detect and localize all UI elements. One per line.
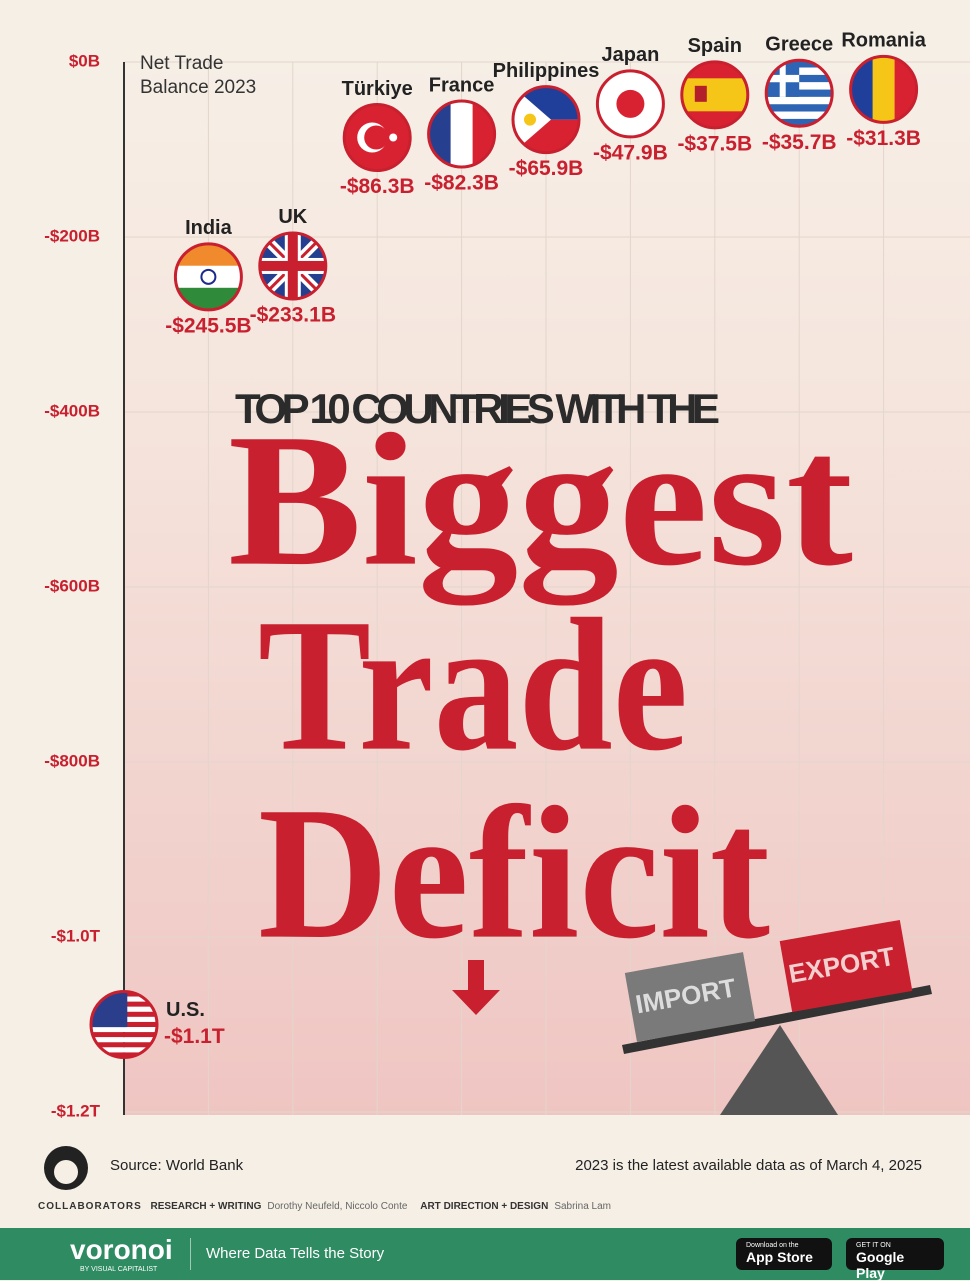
country-label: Romania (841, 30, 926, 52)
credit-label: COLLABORATORS (38, 1201, 142, 1212)
brand: voronoi (70, 1234, 173, 1265)
flag-part (200, 268, 217, 285)
source: Source: World Bank (110, 1157, 244, 1174)
flag-part (91, 1047, 157, 1053)
title: Deficit (258, 769, 770, 979)
dot (511, 85, 581, 155)
flag-part (91, 1042, 157, 1048)
value-label: -$245.5B (165, 314, 251, 337)
y-tick-label: -$400B (44, 401, 100, 420)
flag-part (175, 265, 242, 288)
flag-part (91, 1027, 157, 1033)
flag-part (616, 89, 645, 118)
credit: Dorothy Neufeld, Niccolo Conte (267, 1201, 408, 1212)
country-label: Japan (601, 44, 659, 66)
brand-sub: BY VISUAL CAPITALIST (80, 1266, 158, 1273)
value-label: -$82.3B (424, 172, 499, 195)
y-tick-label: -$600B (44, 576, 100, 595)
flag-part (364, 125, 389, 150)
flag (91, 991, 157, 1058)
dot (258, 231, 328, 301)
flag-part (766, 96, 833, 105)
dot (427, 99, 497, 169)
title: Biggest (228, 396, 853, 606)
flag-part (766, 118, 833, 127)
country-label: UK (278, 206, 307, 228)
y-tick-label: -$800B (44, 751, 100, 770)
title-small: TOP 10 COUNTRIES WITH THE (235, 385, 720, 432)
google-play-badge[interactable]: GET IT ON Google Play (846, 1238, 944, 1281)
y-tick-label: $0B (69, 51, 100, 70)
value-label: -$31.3B (846, 127, 921, 150)
flag-part (91, 1052, 157, 1058)
tagline: Where Data Tells the Story (206, 1245, 385, 1262)
footer-bar: voronoi BY VISUAL CAPITALIST Where Data … (0, 1228, 970, 1281)
value-label: -$233.1B (250, 304, 336, 327)
dot (849, 54, 919, 124)
note: 2023 is the latest available data as of … (575, 1157, 922, 1174)
badge-text: App Store (746, 1249, 813, 1265)
dot (342, 103, 412, 173)
value-label: -$65.9B (509, 157, 584, 180)
credit-label: RESEARCH + WRITING (150, 1201, 262, 1212)
flag-part (872, 56, 896, 123)
badge-text: Download on the (746, 1242, 799, 1249)
flag-part (524, 113, 536, 126)
app-store-badge[interactable]: Download on the App Store (736, 1238, 832, 1270)
chart: TOP 10 COUNTRIES WITH THE Biggest Trade … (44, 30, 970, 1120)
logo (44, 1146, 88, 1190)
flag-part (450, 101, 474, 168)
flag (681, 61, 748, 128)
flag-part (779, 60, 786, 97)
dot (764, 58, 834, 128)
flag-part (766, 111, 833, 119)
credit: Sabrina Lam (554, 1201, 612, 1212)
flag-part (681, 78, 748, 112)
badge-text: Google Play (856, 1249, 905, 1281)
credits: COLLABORATORS RESEARCH + WRITING Dorothy … (38, 1201, 621, 1212)
y-axis-label: Net Trade Balance 2023 (140, 53, 257, 98)
value-label: -$1.1T (164, 1025, 225, 1048)
country-label: Philippines (493, 60, 600, 82)
flag-part (91, 991, 128, 1028)
country-label: Greece (765, 34, 833, 56)
value-label: -$35.7B (762, 131, 837, 154)
flag-part (91, 1032, 157, 1038)
country-label: Spain (688, 35, 742, 57)
value-label: -$37.5B (677, 132, 752, 155)
flag-part (389, 133, 398, 142)
country-label: India (185, 217, 233, 239)
credit-label: ART DIRECTION + DESIGN (420, 1201, 549, 1212)
badge-text: GET IT ON (856, 1242, 891, 1249)
country-label: U.S. (166, 999, 205, 1021)
country-label: Türkiye (342, 78, 413, 100)
flag (344, 104, 411, 171)
dot (89, 990, 159, 1059)
title: Trade (258, 581, 688, 791)
arrow (452, 960, 500, 1015)
value-label: -$86.3B (340, 175, 415, 198)
y-tick-label: -$1.0T (51, 926, 101, 945)
flag (597, 70, 664, 137)
y-tick-label: -$200B (44, 226, 100, 245)
country-label: France (429, 74, 495, 96)
value-label: -$47.9B (593, 141, 668, 164)
dot (595, 69, 665, 139)
flag-part (694, 85, 707, 102)
flag (766, 60, 833, 127)
scale-illustration: IMPORT EXPORT (622, 919, 932, 1115)
flag-part (91, 1037, 157, 1043)
dot (680, 60, 750, 130)
flag-part (766, 104, 833, 112)
flag (259, 232, 326, 299)
y-tick-label: -$1.2T (51, 1101, 101, 1120)
flag-part (259, 260, 326, 271)
dot (173, 242, 243, 312)
